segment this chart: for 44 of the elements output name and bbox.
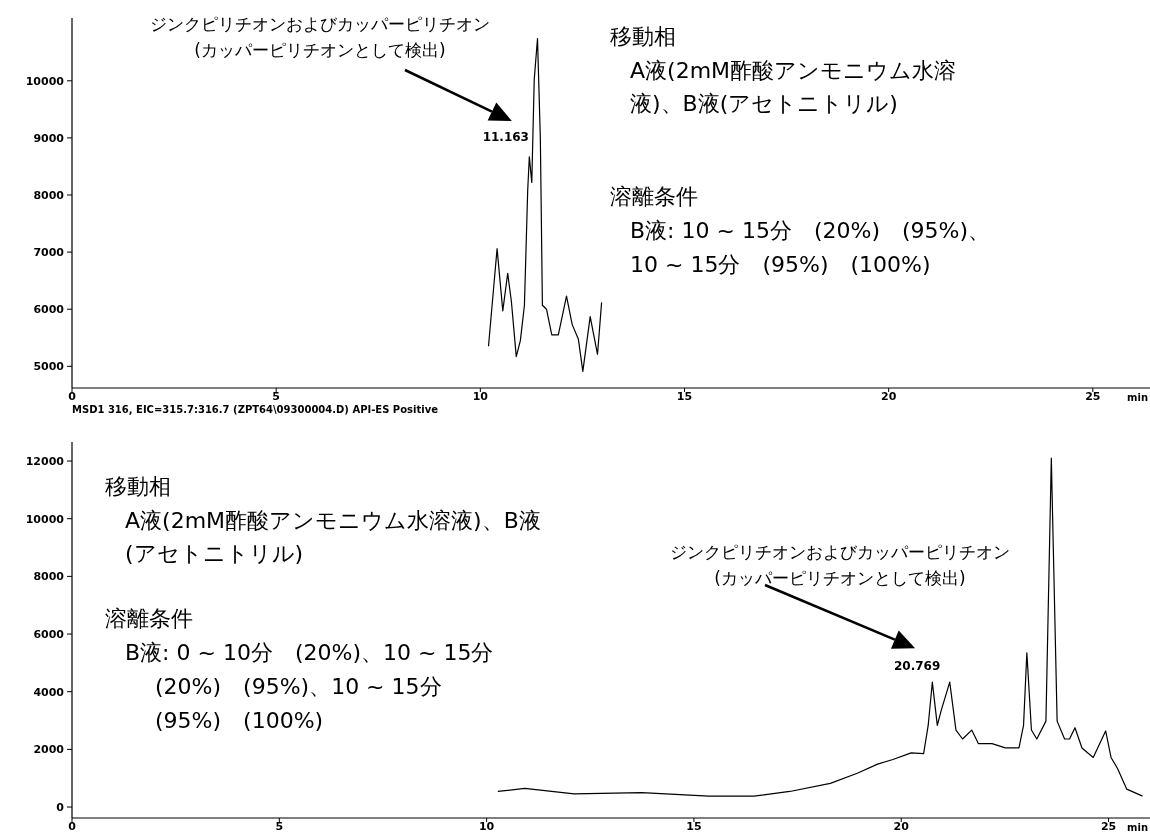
y-tick-label: 0 bbox=[56, 801, 65, 815]
x-tick-label: 20 bbox=[881, 390, 897, 403]
annotation: 溶離条件 bbox=[105, 605, 194, 633]
y-tick-label: 9000 bbox=[33, 131, 65, 145]
x-tick-label: 20 bbox=[893, 820, 910, 833]
x-tick-label: 25 bbox=[1100, 820, 1117, 833]
x-axis-title: min bbox=[1127, 392, 1148, 403]
x-tick-label: 15 bbox=[676, 390, 693, 403]
y-tick-label: 2000 bbox=[33, 743, 65, 757]
y-tick-label: 10000 bbox=[25, 512, 65, 526]
y-tick-label: 7000 bbox=[33, 246, 65, 260]
y-tick-label: 5000 bbox=[33, 360, 65, 374]
annotation: 10 ~ 15分 (95%) (100%) bbox=[630, 251, 932, 279]
x-tick-label: 5 bbox=[272, 390, 280, 403]
annotation: (20%) (95%)、10 ~ 15分 bbox=[155, 673, 443, 701]
annotation: 移動相 bbox=[105, 473, 172, 501]
x-axis-title: min bbox=[1127, 822, 1148, 833]
annotation: ジンクピリチオンおよびカッパーピリチオン(カッパーピリチオンとして検出) bbox=[149, 13, 491, 62]
annotation: 移動相 bbox=[610, 23, 677, 51]
x-tick-label: 0 bbox=[68, 390, 77, 403]
annotation: (95%) (100%) bbox=[155, 707, 325, 735]
annotation: 11.163 bbox=[482, 130, 529, 145]
x-tick-label: 0 bbox=[68, 820, 77, 833]
x-tick-label: 10 bbox=[472, 390, 489, 403]
annotation: A液(2mM酢酸アンモニウム水溶液)、B液(アセトニトリル) bbox=[125, 507, 542, 568]
annotation: ジンクピリチオンおよびカッパーピリチオン(カッパーピリチオンとして検出) bbox=[669, 541, 1011, 590]
y-tick-label: 4000 bbox=[33, 685, 65, 699]
annotation: B液: 10 ~ 15分 (20%) (95%)、 bbox=[630, 217, 992, 245]
annotation: B液: 0 ~ 10分 (20%)、10 ~ 15分 bbox=[125, 639, 495, 667]
x-tick-label: 25 bbox=[1085, 390, 1101, 403]
x-tick-label: 5 bbox=[275, 820, 284, 833]
x-tick-label: 15 bbox=[686, 820, 702, 833]
y-tick-label: 6000 bbox=[33, 303, 65, 317]
y-tick-label: 8000 bbox=[33, 570, 65, 584]
chart-title: MSD1 316, EIC=315.7:316.7 (ZPT64\09300004.D) API-ES Positive bbox=[72, 404, 439, 415]
annotation: 溶離条件 bbox=[610, 183, 699, 211]
annotation: A液(2mM酢酸アンモニウム水溶液)、B液(アセトニトリル) bbox=[630, 57, 958, 118]
line-series bbox=[497, 457, 1144, 797]
annotation: 20.769 bbox=[893, 659, 941, 674]
x-tick-label: 10 bbox=[478, 820, 495, 833]
y-tick-label: 10000 bbox=[25, 74, 65, 88]
y-tick-label: 8000 bbox=[33, 189, 65, 203]
y-tick-label: 6000 bbox=[33, 628, 65, 642]
y-tick-label: 12000 bbox=[25, 455, 65, 469]
